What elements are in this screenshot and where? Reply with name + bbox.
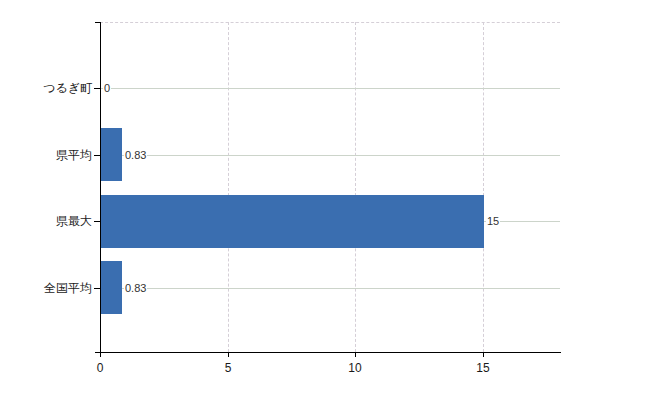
bar [101,261,122,314]
bar [101,128,122,181]
bar-chart: 0 5 10 15 つるぎ町 0 県平均 0.83 県最大 15 全国平均 0.83 [0,0,650,400]
x-tick-mark [228,352,229,357]
x-tick-label: 0 [85,361,115,375]
x-tick-label: 5 [213,361,243,375]
x-tick-label: 10 [340,361,370,375]
bar-value-label: 0.83 [124,148,147,161]
category-tick-mark [94,221,100,222]
x-tick-mark [483,352,484,357]
vertical-gridline [355,22,356,352]
x-tick-mark [355,352,356,357]
category-tick-mark [94,288,100,289]
bar-value-label: 0 [103,82,111,95]
bar-value-label: 0.83 [124,281,147,294]
row-gridline [101,288,560,289]
x-tick-mark [100,352,101,357]
category-label: 県平均 [0,148,92,162]
vertical-gridline [483,22,484,352]
bar-value-label: 15 [486,215,500,228]
plot-top-border [100,22,560,23]
category-tick-mark [94,88,100,89]
category-label: つるぎ町 [0,81,92,95]
category-label: 県最大 [0,214,92,228]
row-gridline [101,88,560,89]
bar [101,195,484,248]
vertical-gridline [228,22,229,352]
category-tick-mark [94,155,100,156]
x-axis-line [95,352,561,353]
row-gridline [101,155,560,156]
category-label: 全国平均 [0,281,92,295]
x-tick-label: 15 [468,361,498,375]
y-axis-top-tick [95,22,100,23]
